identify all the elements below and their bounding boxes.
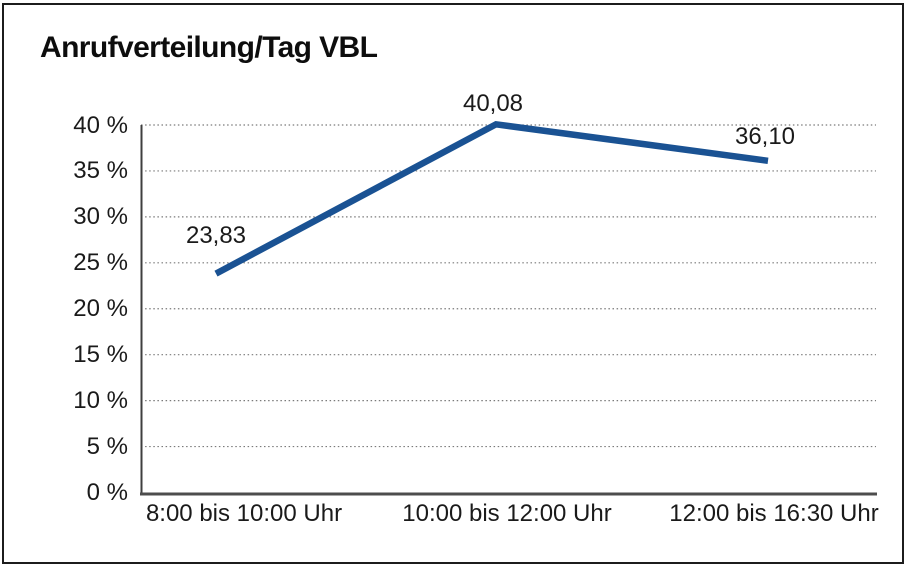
y-axis-tick-label: 35 % [73, 157, 128, 185]
y-axis-tick-label: 15 % [73, 341, 128, 369]
x-axis-label: 8:00 bis 10:00 Uhr [145, 500, 343, 527]
y-axis-tick-label: 10 % [73, 387, 128, 415]
y-axis-tick-label: 30 % [73, 203, 128, 231]
y-axis-tick-label: 0 % [86, 479, 128, 506]
x-axis-label: 10:00 bis 12:00 Uhr [402, 500, 612, 527]
y-axis-tick-label: 5 % [86, 433, 128, 461]
data-line-series [214, 120, 769, 277]
x-axis-label: 12:00 bis 16:30 Uhr [669, 500, 879, 527]
data-point-value-label: 40,08 [462, 90, 524, 118]
data-point-value-label: 36,10 [734, 122, 796, 150]
data-point-value-label: 23,83 [185, 221, 247, 249]
y-axis-tick-label: 40 % [73, 111, 128, 139]
chart-frame [2, 3, 904, 564]
y-axis-tick-label: 25 % [73, 249, 128, 277]
y-axis-tick-label: 20 % [73, 295, 128, 323]
chart-title: Anrufverteilung/Tag VBL [40, 31, 378, 64]
